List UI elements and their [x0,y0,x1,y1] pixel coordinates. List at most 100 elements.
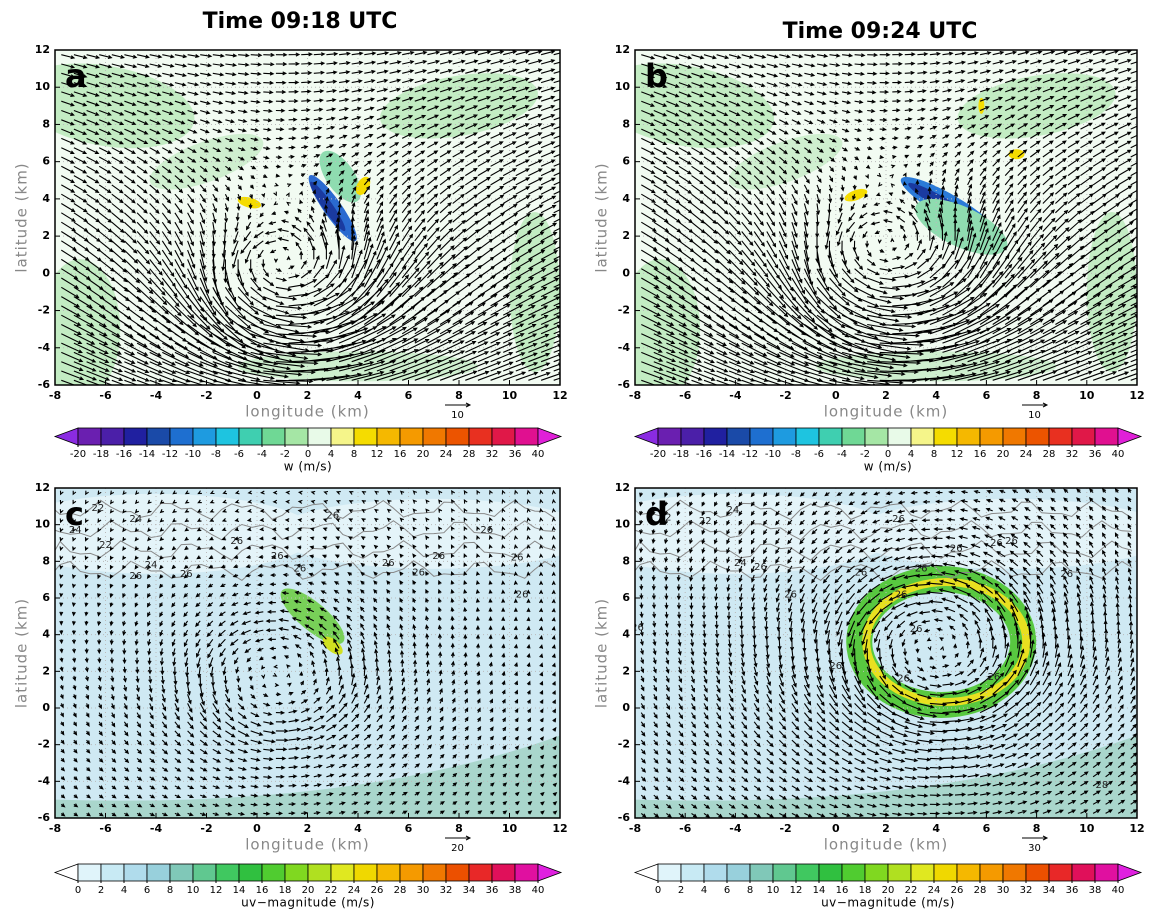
colorbar-box [979,863,1004,882]
colorbar-tick-label: 12 [371,449,384,460]
contour-label: 26 [829,661,842,672]
contour-label: 26 [897,674,910,685]
colorbar-tick-label: 26 [371,885,384,896]
x-tick-label: -4 [150,822,163,835]
contour-label: 26 [1005,536,1018,547]
colorbar-tick-label: 16 [394,449,407,460]
x-tick-label: -6 [99,822,112,835]
colorbar-tick-label: 38 [509,885,522,896]
shading [509,211,560,372]
x-tick-label: -2 [200,822,212,835]
x-tick-label: 6 [405,389,413,402]
colorbar-tick-label: 30 [997,885,1010,896]
contour-label: 26 [180,569,193,580]
colorbar-label: w (m/s) [864,460,912,474]
colorbar-box [215,427,240,446]
x-tick-label: 4 [354,822,362,835]
y-tick-label: 0 [42,266,50,279]
contour-label: 26 [892,514,905,525]
colorbar-tick-label: 40 [532,449,545,460]
contour-label: 26 [480,525,493,536]
colorbar-tick-label: 28 [974,885,987,896]
contour-label: 26 [784,589,797,600]
colorbar-tick-label: 18 [279,885,292,896]
colorbar-box [795,427,820,446]
x-tick-label: 0 [832,822,840,835]
contour-lines [635,499,1133,582]
y-tick-label: 12 [615,43,630,56]
shading [635,493,896,574]
y-tick-label: 12 [35,481,50,494]
x-tick-label: 12 [1129,822,1144,835]
contour-label: 26 [412,567,425,578]
colorbar-label: w (m/s) [284,460,332,474]
x-tick-label: 12 [1129,389,1144,402]
plot-area [635,50,1137,385]
colorbar-box [956,863,981,882]
colorbar-box [749,427,774,446]
colorbar-tick-label: -18 [93,449,109,460]
colorbar-tick-label: 12 [951,449,964,460]
colorbar-tick-label: 30 [417,885,430,896]
y-tick-label: 12 [615,481,630,494]
colorbar-tick-label: -10 [765,449,781,460]
colorbar-tick-label: -20 [70,449,86,460]
colorbar-box [514,427,539,446]
colorbar-box [703,863,728,882]
colorbar-box [749,863,774,882]
panel-title: Time 09:18 UTC [203,9,398,34]
x-tick-label: -6 [679,822,692,835]
y-tick-label: 6 [622,591,630,604]
colorbar-end [1117,863,1143,882]
contour-label: 24 [734,558,747,569]
x-tick-label: 10 [502,822,518,835]
x-tick-label: -4 [729,822,742,835]
x-tick-label: 4 [932,822,940,835]
colorbar-box [864,427,889,446]
wind-vectors [59,489,558,817]
colorbar-tick-label: 0 [655,885,661,896]
contour-label: 26 [129,571,142,582]
x-axis-label: longitude (km) [245,403,369,421]
contour-label: 24 [727,505,740,516]
contour-label: 26 [950,544,963,555]
shading [55,735,560,818]
contour-label: 22 [699,516,712,527]
colorbar-tick-label: 36 [1089,449,1102,460]
colorbar-tick-label: 16 [836,885,849,896]
contour-label: 24 [145,560,158,571]
colorbar-tick-label: 24 [1020,449,1033,460]
colorbar-tick-label: -4 [257,449,267,460]
colorbar-box [215,863,240,882]
reference-vector-label: 10 [1028,410,1041,421]
y-tick-label: 6 [622,155,630,168]
colorbar-tick-label: 4 [701,885,707,896]
y-tick-label: 4 [622,628,630,641]
x-tick-label: -8 [629,389,641,402]
colorbar-tick-label: 10 [767,885,780,896]
reference-vector [1022,402,1049,408]
y-tick-label: 8 [42,117,50,130]
colorbar-end [633,427,659,446]
contour-label: 26 [915,564,928,575]
colorbar-box [864,863,889,882]
contour-label: 24 [129,514,142,525]
colorbar-tick-label: 22 [325,885,338,896]
colorbar-box [123,427,148,446]
shading [957,73,1116,139]
y-tick-label: -2 [38,738,50,751]
colorbar-tick-label: -16 [696,449,712,460]
y-tick-label: -6 [38,378,51,391]
y-tick-label: 8 [622,554,630,567]
colorbar-box [726,863,751,882]
colorbar-box [818,863,843,882]
colorbar-tick-label: 36 [486,885,499,896]
contour-label: 26 [294,564,307,575]
reference-vector [445,835,472,841]
colorbar-tick-label: -2 [860,449,870,460]
x-tick-label: -6 [679,389,692,402]
y-tick-label: 8 [622,117,630,130]
colorbar-box [772,863,797,882]
colorbar-box [100,863,125,882]
